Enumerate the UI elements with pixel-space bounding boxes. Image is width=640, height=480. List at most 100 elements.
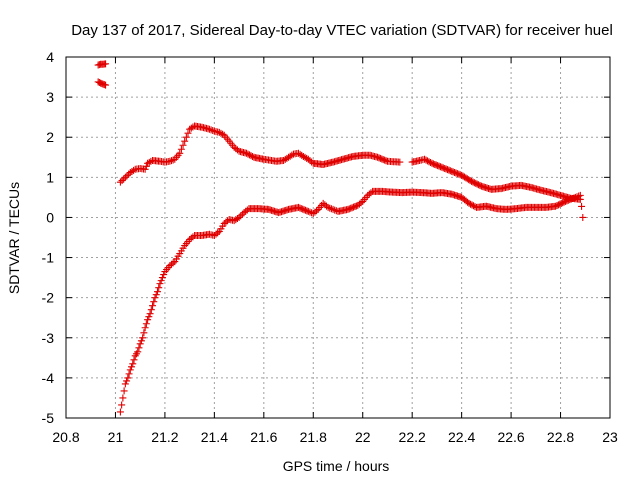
x-tick-label: 21.2 [151,429,178,445]
data-point [144,316,152,324]
data-point [130,166,138,174]
y-tick-label: -3 [42,330,55,346]
data-point [141,165,149,173]
x-axis-label: GPS time / hours [283,458,390,474]
data-point [396,158,404,166]
data-point [578,202,586,210]
data-point [140,329,148,337]
data-point [219,130,227,138]
data-point [575,192,583,200]
chart-title: Day 137 of 2017, Sidereal Day-to-day VTE… [71,22,613,39]
data-point [158,274,166,282]
data-point [136,340,144,348]
data-point [116,408,124,416]
data-point [235,213,243,221]
data-point [157,277,165,285]
data-point [139,334,147,342]
x-tick-label: 22.6 [497,429,524,445]
data-point [137,337,145,345]
data-point [129,360,137,368]
x-tick-label: 22.2 [399,429,426,445]
data-point [168,157,176,165]
data-point [247,152,255,160]
y-tick-label: -5 [42,410,55,426]
series-lower-arc [94,78,587,416]
x-tick-label: 22.8 [547,429,574,445]
data-point [288,151,296,159]
x-tick-label: 23 [602,429,618,445]
data-point [155,284,163,292]
data-point [426,158,434,166]
data-point [120,387,128,395]
data-point [243,149,251,157]
data-point [468,201,476,209]
data-point [238,210,246,218]
x-tick-label: 20.8 [52,429,79,445]
data-point [121,173,129,181]
data-point [121,380,129,388]
data-point [331,206,339,214]
data-point [573,193,581,201]
x-tick-label: 22.4 [448,429,475,445]
data-point [244,150,252,158]
data-point [571,193,579,201]
data-point [102,60,110,68]
data-point [421,155,429,163]
data-point [424,157,432,165]
data-point [125,370,133,378]
y-axis-label: SDTVAR / TECUs [6,182,22,294]
data-point [124,374,132,382]
data-point [324,203,332,211]
data-point [150,298,158,306]
data-point [467,200,475,208]
data-point [382,157,390,165]
data-point [156,280,164,288]
data-point [118,401,126,409]
data-point [422,156,430,164]
x-tick-label: 21.6 [250,429,277,445]
points-layer [94,60,587,416]
data-point [147,157,155,165]
data-point [142,320,150,328]
data-point [151,294,159,302]
data-point [142,162,150,170]
data-point [327,205,335,213]
x-tick-label: 21 [108,429,124,445]
data-point [152,291,160,299]
data-point [177,145,185,153]
data-point [189,123,197,131]
data-point [245,151,253,159]
data-point [149,302,157,310]
data-point [576,191,584,199]
data-point [176,149,184,157]
data-point [470,202,478,210]
ticks-layer [65,56,611,419]
data-point [118,177,126,185]
x-tick-label: 21.4 [201,429,228,445]
data-point [313,207,321,215]
data-point [153,288,161,296]
data-point [248,152,256,160]
data-point [303,207,311,215]
data-point [465,199,473,207]
data-point [189,233,197,241]
data-point [570,194,578,202]
series-upper-arc [94,60,584,203]
data-point [579,213,587,221]
data-point [166,157,174,165]
y-tick-label: 3 [46,89,54,105]
data-point [126,366,134,374]
data-point [102,81,110,89]
y-tick-label: -1 [42,250,55,266]
data-point [147,306,155,314]
data-point [135,344,143,352]
data-point [141,324,149,332]
data-point [237,212,245,220]
data-point [145,313,153,321]
data-point [128,363,136,371]
y-tick-label: -4 [42,370,55,386]
data-point [179,141,187,149]
data-point [169,259,177,267]
